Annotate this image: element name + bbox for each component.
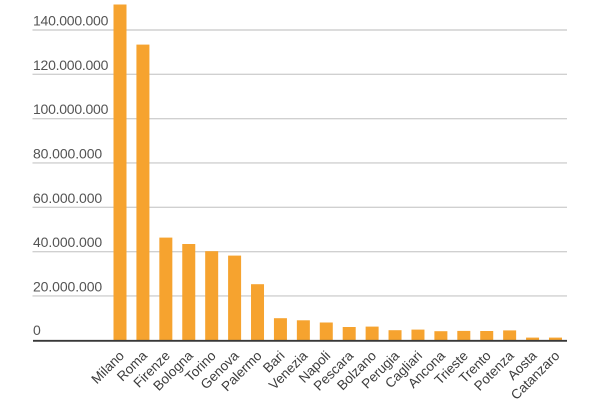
svg-text:0: 0 bbox=[33, 322, 41, 338]
svg-text:20.000.000: 20.000.000 bbox=[33, 278, 102, 294]
svg-text:40.000.000: 40.000.000 bbox=[33, 234, 102, 250]
svg-text:60.000.000: 60.000.000 bbox=[33, 190, 102, 206]
svg-text:100.000.000: 100.000.000 bbox=[33, 101, 109, 117]
svg-text:120.000.000: 120.000.000 bbox=[33, 57, 109, 73]
svg-text:80.000.000: 80.000.000 bbox=[33, 145, 102, 161]
svg-text:140.000.000: 140.000.000 bbox=[33, 12, 109, 28]
